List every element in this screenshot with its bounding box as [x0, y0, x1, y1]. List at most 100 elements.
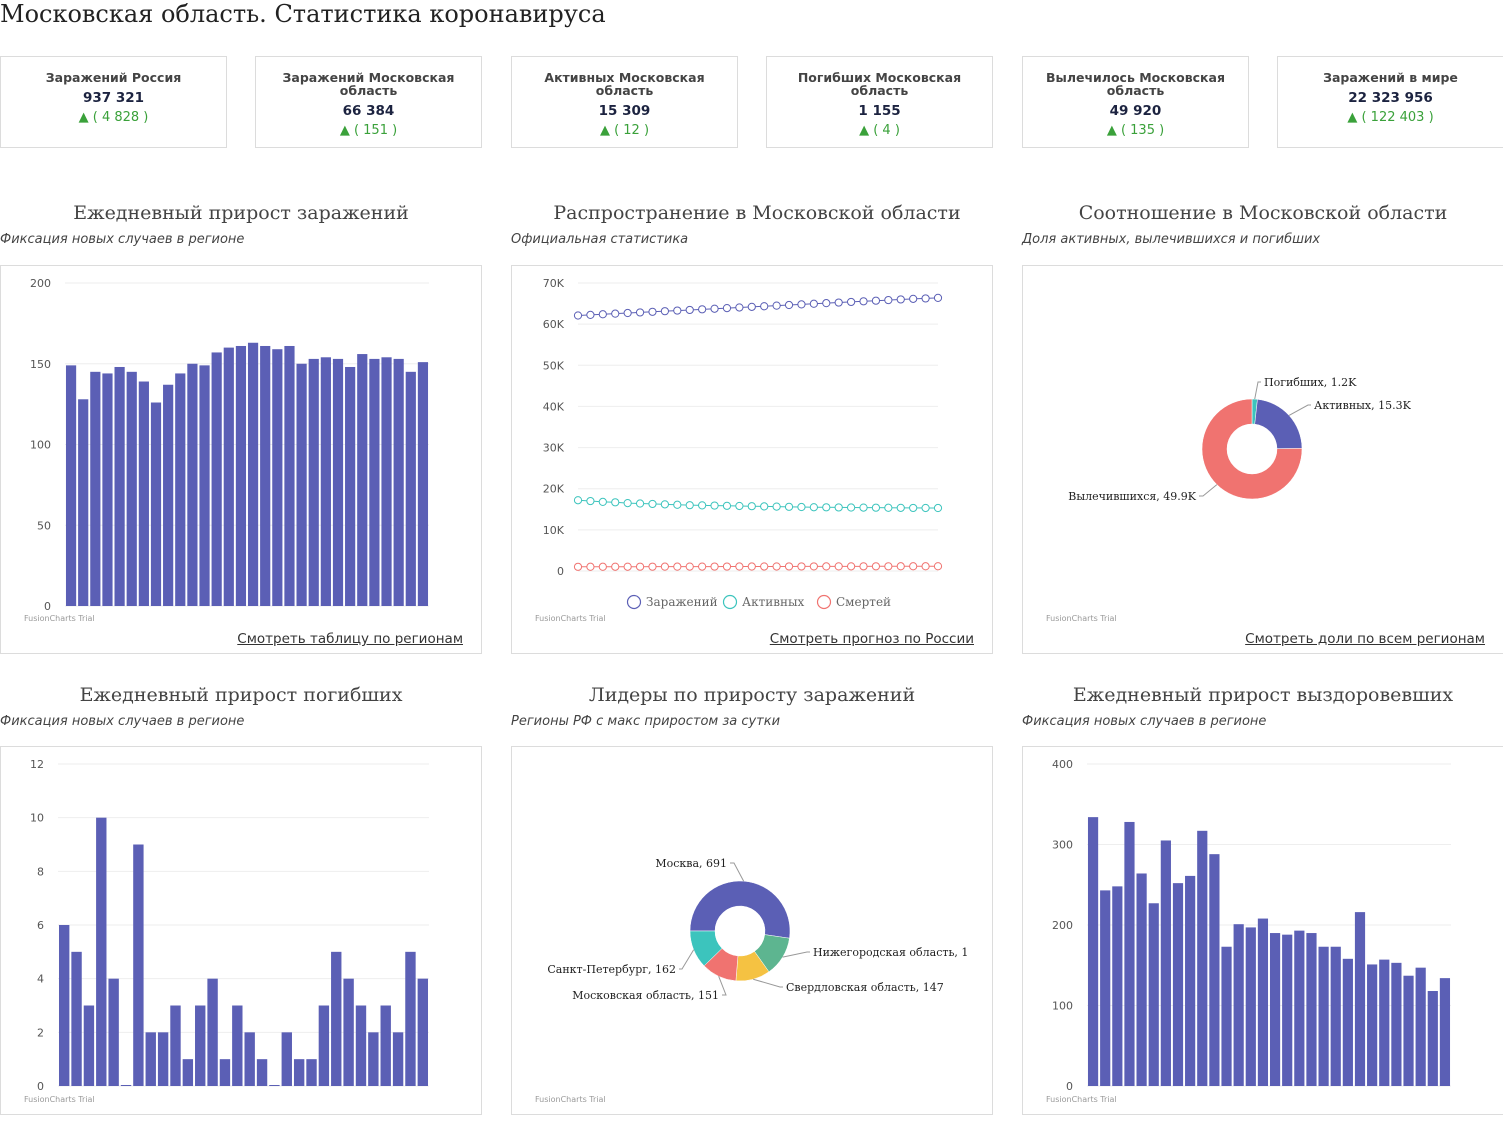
bar: [120, 1085, 132, 1086]
data-point: [735, 562, 744, 571]
data-point: [847, 297, 856, 307]
page-title: Московская область. Статистика коронавир…: [0, 0, 606, 28]
view-russia-forecast-link[interactable]: Смотреть прогноз по России: [769, 631, 974, 647]
data-point: [685, 305, 694, 315]
bar: [1354, 912, 1366, 1086]
slice-label: Санкт-Петербург, 162: [547, 963, 676, 976]
slice-label: Активных, 15.3K: [1314, 399, 1412, 412]
bar: [1185, 875, 1196, 1086]
leaders-subtitle: Регионы РФ с макс приростом за сутки: [511, 714, 781, 729]
data-point: [784, 562, 794, 571]
data-point: [586, 496, 595, 506]
bar: [1439, 978, 1451, 1086]
data-point: [598, 310, 607, 319]
data-point: [722, 562, 732, 571]
stat-card-russia-infected: Заражений Россия 937 321 ▲ ( 4 828 ): [0, 56, 227, 148]
y-tick-label: 10: [30, 812, 44, 825]
data-point: [871, 296, 881, 305]
data-point: [933, 293, 943, 302]
data-point: [698, 305, 707, 314]
y-tick-label: 8: [37, 865, 44, 878]
data-point: [871, 503, 881, 512]
y-tick-label: 200: [30, 277, 51, 290]
data-point: [685, 501, 694, 510]
legend-label: Активных: [742, 595, 805, 609]
y-tick-label: 10K: [543, 524, 565, 537]
data-point: [573, 311, 583, 320]
data-point: [822, 299, 831, 308]
bar: [256, 1059, 268, 1086]
label-connector: [782, 951, 810, 958]
slice-label: Погибших, 1.2K: [1264, 376, 1357, 389]
label-connector: [1254, 381, 1261, 400]
view-regions-table-link[interactable]: Смотреть таблицу по регионам: [237, 631, 463, 647]
bar: [96, 817, 107, 1086]
bar: [114, 366, 125, 606]
bar: [357, 354, 368, 606]
slice-label: Москва, 691: [655, 857, 727, 870]
bar: [369, 358, 380, 606]
y-tick-label: 200: [1052, 919, 1073, 932]
label-connector: [1288, 404, 1311, 416]
y-tick-label: 0: [37, 1080, 44, 1093]
bar: [392, 1032, 404, 1086]
daily-recovered-chart: 0 100 200 300 400: [1052, 758, 1451, 1093]
daily-deaths-chart: 0 2 4 6 8 10 12: [30, 758, 429, 1093]
stat-value: 49 920: [1109, 103, 1162, 119]
data-point: [673, 562, 682, 571]
spread-panel: 0 10K 20K 30K 40K 50K 60K 70K Заражений Активных С…: [511, 265, 993, 654]
y-tick-label: 0: [557, 565, 564, 578]
data-point: [573, 562, 583, 571]
stat-value: 15 309: [598, 103, 651, 119]
bar: [1124, 821, 1135, 1086]
bar: [65, 365, 77, 606]
data-point: [648, 499, 657, 509]
bar: [1330, 946, 1341, 1086]
daily-recovered-title: Ежедневный прирост выздоровевших: [1072, 684, 1454, 706]
bar: [235, 345, 247, 606]
data-point: [896, 295, 905, 304]
data-point: [909, 294, 918, 303]
data-point: [623, 562, 632, 571]
data-point: [884, 295, 893, 305]
view-regional-shares-link[interactable]: Смотреть доли по всем регионам: [1245, 631, 1485, 647]
data-point: [822, 503, 831, 512]
y-tick-label: 70K: [543, 277, 565, 290]
bar: [138, 381, 149, 606]
bar: [284, 345, 295, 606]
data-point: [909, 503, 918, 513]
slice-label: Московская область, 151: [572, 989, 719, 1002]
bar: [199, 365, 210, 606]
bar: [244, 1032, 255, 1086]
bar: [355, 1005, 367, 1086]
bar: [272, 349, 283, 606]
data-point: [685, 562, 694, 571]
data-point: [859, 503, 868, 512]
bar: [1391, 962, 1402, 1086]
y-tick-label: 150: [30, 358, 51, 371]
stat-card-moscow-region-active: Активных Московская область 15 309 ▲ ( 1…: [511, 56, 738, 148]
y-tick-label: 12: [30, 758, 44, 771]
trial-watermark: FusionCharts Trial: [1046, 614, 1117, 623]
stat-card-moscow-region-infected: Заражений Московская область 66 384 ▲ ( …: [255, 56, 482, 148]
data-point: [710, 501, 719, 510]
bar: [90, 371, 101, 606]
bar: [187, 363, 198, 606]
leaders-panel: Москва, 691 Нижегородская область, 1 Сверд…: [511, 746, 993, 1115]
bar: [320, 357, 331, 606]
bar: [269, 1085, 280, 1086]
bar: [195, 1005, 206, 1086]
y-tick-label: 6: [37, 919, 44, 932]
data-point: [635, 562, 645, 571]
data-point: [809, 503, 818, 512]
spread-title: Распространение в Московской области: [553, 202, 961, 224]
label-connector: [1199, 484, 1218, 497]
data-point: [921, 503, 930, 513]
bar: [1318, 946, 1329, 1086]
data-point: [797, 502, 806, 512]
bar: [175, 373, 186, 606]
data-point: [747, 302, 756, 311]
data-point: [611, 309, 620, 318]
bar: [1136, 873, 1147, 1086]
bar: [182, 1059, 194, 1086]
